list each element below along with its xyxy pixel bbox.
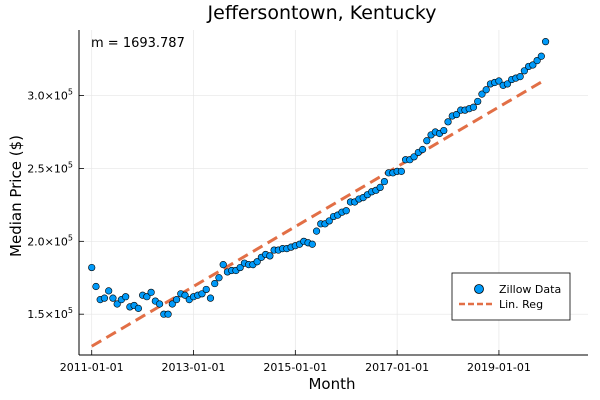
data-point [313, 228, 320, 235]
data-point [105, 288, 112, 295]
legend-box [452, 273, 570, 320]
x-tick-label: 2015-01-01 [263, 361, 327, 374]
data-point [88, 264, 95, 271]
data-point [517, 73, 524, 80]
data-point [156, 301, 163, 308]
data-point [309, 241, 316, 248]
legend-label-zillow: Zillow Data [499, 283, 561, 296]
data-point [211, 280, 218, 287]
tick-labels: 2011-01-01 2013-01-01 2015-01-01 2017-01-01… [27, 88, 531, 374]
y-axis-label: Median Price ($) [7, 135, 25, 257]
x-tick-label: 2013-01-01 [162, 361, 226, 374]
y-tick-label: 2.0×105 [27, 233, 73, 248]
data-point [538, 53, 545, 60]
y-tick-label: 1.5×105 [27, 306, 73, 321]
data-point [419, 146, 426, 153]
y-tick-label: 3.0×105 [27, 88, 73, 103]
data-point [377, 184, 384, 191]
data-point [101, 295, 108, 302]
data-point [93, 283, 100, 290]
data-point [148, 289, 155, 296]
data-point [470, 104, 477, 111]
data-point [122, 293, 129, 300]
data-point [440, 127, 447, 134]
x-tick-label: 2011-01-01 [60, 361, 124, 374]
data-point [424, 137, 431, 144]
data-point [173, 296, 180, 303]
data-point [165, 311, 172, 318]
legend-marker-zillow [475, 285, 484, 294]
legend-label-linreg: Lin. Reg [499, 298, 543, 311]
data-point [398, 168, 405, 175]
x-tick-label: 2017-01-01 [365, 361, 429, 374]
y-tick-label: 2.5×105 [27, 160, 73, 175]
data-point [474, 98, 481, 105]
data-point [207, 295, 214, 302]
data-point [135, 305, 142, 312]
data-point [267, 253, 274, 260]
data-point [220, 261, 227, 268]
data-point [542, 38, 549, 45]
chart-title: Jeffersontown, Kentucky [207, 2, 437, 24]
data-point [483, 86, 490, 93]
x-tick-label: 2019-01-01 [467, 361, 531, 374]
data-point [343, 207, 350, 214]
slope-annotation: m = 1693.787 [91, 36, 185, 51]
data-point [110, 295, 117, 302]
data-point [216, 274, 223, 281]
data-point [445, 119, 452, 126]
x-axis-label: Month [308, 375, 355, 393]
data-point [203, 286, 210, 293]
data-point [381, 178, 388, 185]
legend: Zillow Data Lin. Reg [452, 273, 570, 320]
